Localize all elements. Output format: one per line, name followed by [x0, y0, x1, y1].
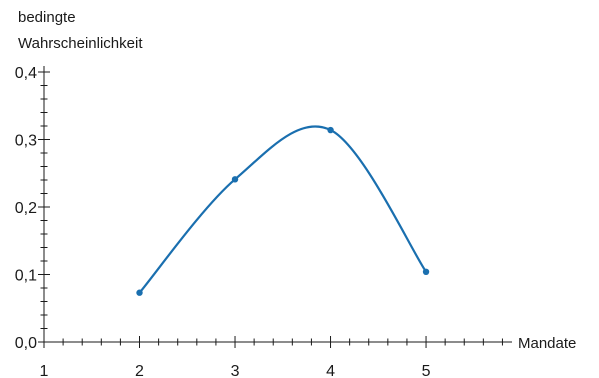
- series-layer: [136, 125, 430, 296]
- ticks: [38, 71, 503, 348]
- data-point: [422, 268, 430, 275]
- y-axis-title-line-2: Wahrscheinlichkeit: [18, 35, 143, 52]
- x-tick-label: 4: [326, 363, 335, 378]
- data-point: [136, 289, 143, 296]
- x-tick-label: 1: [40, 363, 49, 378]
- data-point: [327, 126, 334, 134]
- y-axis-title-line-1: bedingte: [18, 9, 76, 26]
- x-tick-label: 5: [422, 363, 431, 378]
- x-tick-label: 2: [135, 363, 144, 378]
- y-tick-label: 0,1: [15, 268, 37, 285]
- y-tick-label: 0,0: [15, 335, 37, 352]
- y-tick-label: 0,3: [15, 133, 37, 150]
- data-point: [231, 176, 239, 183]
- x-tick-label: 3: [231, 363, 240, 378]
- series-line: [138, 125, 428, 294]
- axes: [43, 66, 512, 343]
- x-axis-title: Mandate: [518, 335, 576, 352]
- y-tick-label: 0,2: [15, 200, 37, 217]
- y-tick-label: 0,4: [15, 65, 37, 82]
- tick-labels: 1 2 3 4 5 0,0 0,1 0,2 0,3 0,4: [15, 65, 431, 378]
